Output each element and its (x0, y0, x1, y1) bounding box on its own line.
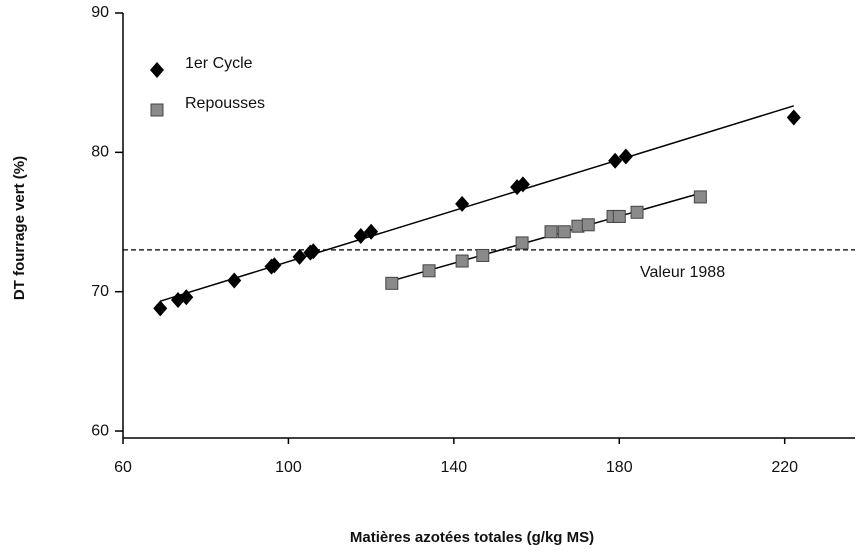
point (455, 254, 469, 268)
point (422, 264, 436, 278)
point (476, 248, 490, 262)
point (179, 289, 194, 306)
point (786, 109, 801, 126)
point (515, 176, 530, 193)
point (515, 236, 529, 250)
y-tick-label: 90 (91, 4, 109, 21)
point (227, 272, 242, 289)
x-axis-title: Matières azotées totales (g/kg MS) (350, 529, 594, 546)
legend-label: 1er Cycle (185, 55, 253, 72)
x-tick-label: 220 (771, 459, 798, 476)
point (630, 205, 644, 219)
point (693, 190, 707, 204)
x-tick-label: 60 (114, 459, 132, 476)
point (608, 152, 623, 169)
legend-label: Repousses (185, 95, 265, 112)
point (364, 223, 379, 240)
y-axis-title: DT fourrage vert (%) (11, 156, 28, 300)
point (581, 218, 595, 232)
point (267, 257, 282, 274)
point (306, 243, 321, 260)
point (544, 225, 558, 239)
x-tick-label: 180 (606, 459, 633, 476)
point (618, 148, 633, 165)
point (557, 225, 571, 239)
point (455, 195, 470, 212)
trend-line (159, 105, 795, 302)
reference-label: Valeur 1988 (640, 264, 725, 281)
y-tick-label: 80 (91, 144, 109, 161)
legend-marker (150, 103, 164, 117)
y-tick-label: 60 (91, 422, 109, 439)
point (612, 209, 626, 223)
point (385, 276, 399, 290)
x-tick-label: 100 (275, 459, 302, 476)
y-tick-label: 70 (91, 283, 109, 300)
legend-marker (150, 62, 164, 78)
point (153, 300, 168, 317)
x-tick-label: 140 (440, 459, 467, 476)
point (292, 248, 307, 265)
